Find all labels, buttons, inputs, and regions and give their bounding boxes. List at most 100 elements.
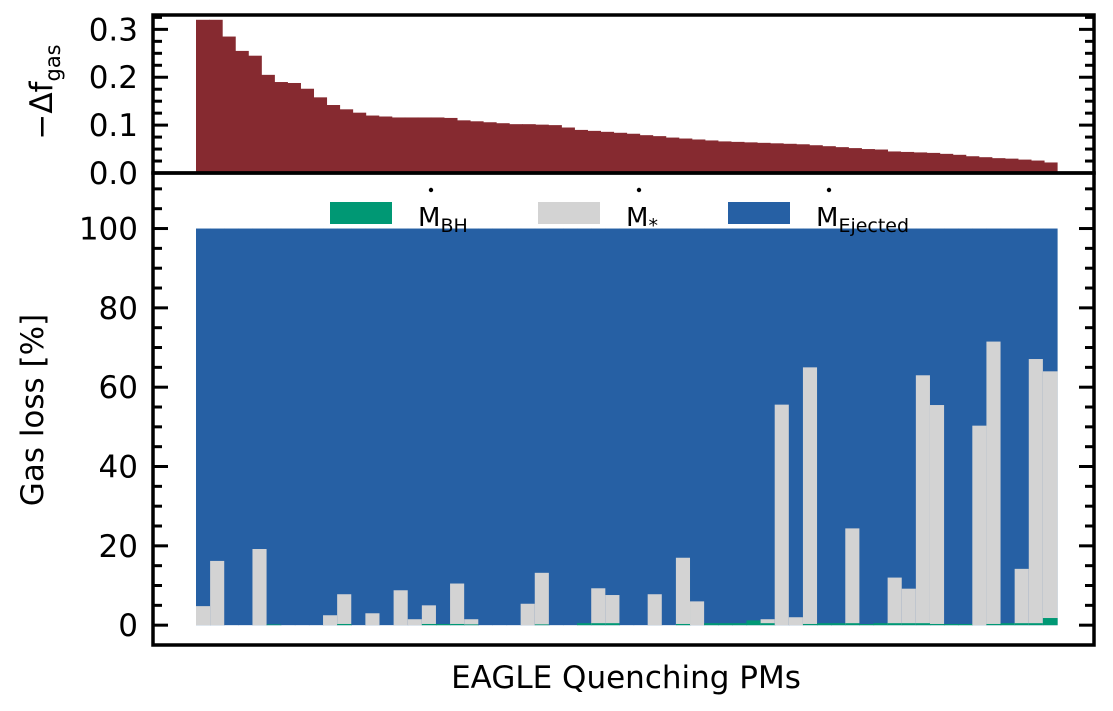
top-bar-39 [704, 140, 719, 173]
bar-stars-58 [1014, 568, 1030, 626]
bar-ejected-6 [280, 228, 296, 626]
bar-bh-28 [591, 623, 606, 626]
bar-bh-57 [1000, 623, 1016, 626]
bar-bh-54 [958, 623, 973, 626]
bar-bh-43 [802, 623, 818, 626]
bar-stars-19 [464, 619, 479, 626]
top-bar-22 [483, 122, 497, 173]
top-y-label-main: −Δf [24, 80, 60, 139]
bar-ejected-33 [661, 228, 677, 626]
legend-dot-1 [636, 187, 642, 193]
top-bar-36 [665, 137, 680, 173]
bar-stars-28 [591, 588, 606, 626]
top-bar-49 [835, 147, 849, 173]
bottom-y-tick-label: 60 [99, 370, 138, 406]
top-bar-35 [652, 136, 667, 173]
top-bar-2 [222, 36, 236, 173]
bar-ejected-23 [520, 228, 536, 626]
top-bar-4 [248, 55, 262, 173]
bar-ejected-50 [901, 228, 917, 626]
bar-stars-51 [915, 375, 931, 626]
bar-stars-35 [690, 601, 705, 626]
bar-stars-60 [1042, 371, 1058, 626]
bar-bh-51 [915, 623, 931, 626]
top-bar-26 [535, 124, 549, 173]
top-bar-37 [678, 138, 693, 173]
legend-dot-0 [428, 187, 434, 193]
bar-ejected-15 [407, 228, 423, 626]
bar-ejected-9 [323, 228, 338, 626]
bar-ejected-3 [238, 228, 254, 626]
bar-bh-47 [859, 623, 875, 626]
top-bar-54 [900, 151, 915, 173]
bottom-y-label: Gas loss [%] [15, 314, 51, 506]
top-bar-20 [456, 120, 471, 173]
legend-label-1: M* [626, 203, 658, 237]
bar-bh-5 [266, 624, 282, 626]
bar-stars-4 [252, 549, 268, 626]
top-bar-55 [913, 152, 928, 173]
top-bars [196, 19, 1058, 174]
bar-bh-36 [704, 623, 719, 626]
top-bar-23 [496, 123, 510, 173]
bar-ejected-1 [210, 228, 225, 626]
bottom-panel: 0 20 40 60 80 100 Gas loss [%] EAGLE Quenchin… [15, 171, 1096, 696]
top-bar-59 [965, 156, 980, 173]
bar-ejected-30 [619, 228, 635, 626]
top-bar-16 [404, 117, 419, 173]
top-bar-44 [770, 143, 784, 173]
top-bar-51 [861, 149, 875, 173]
bar-ejected-38 [732, 228, 748, 626]
bar-ejected-35 [690, 228, 705, 626]
top-y-tick-label: 0.3 [89, 12, 138, 48]
top-bar-57 [939, 153, 954, 173]
bar-ejected-25 [548, 228, 564, 626]
bar-ejected-14 [393, 228, 409, 626]
bar-bh-27 [577, 623, 592, 626]
top-y-tick-label: 0.2 [89, 60, 138, 96]
legend-label-2: MEjected [816, 203, 909, 237]
top-bar-15 [391, 117, 406, 173]
bottom-y-ticks: 0 20 40 60 80 100 [79, 187, 1094, 644]
top-bar-14 [378, 116, 393, 173]
bar-ejected-44 [817, 228, 832, 626]
bar-stars-41 [774, 404, 790, 626]
bar-ejected-24 [534, 228, 550, 626]
bar-bh-19 [464, 624, 479, 626]
top-bar-50 [848, 148, 862, 173]
top-bar-62 [1004, 158, 1019, 173]
bar-bh-16 [421, 623, 437, 626]
bar-stars-9 [323, 615, 338, 626]
bar-bh-29 [605, 623, 621, 626]
bar-stars-46 [845, 528, 860, 626]
bottom-y-tick-label: 0 [118, 608, 138, 644]
top-bar-42 [743, 142, 758, 173]
bar-ejected-21 [492, 228, 508, 626]
top-bar-5 [261, 74, 275, 173]
top-bar-40 [717, 141, 732, 173]
bar-stars-50 [901, 588, 917, 626]
top-bar-18 [430, 117, 445, 173]
top-bar-11 [339, 109, 354, 173]
top-bar-53 [887, 151, 902, 173]
bar-ejected-18 [450, 228, 465, 626]
bar-bh-48 [873, 623, 889, 626]
bar-stars-56 [986, 341, 1002, 626]
bar-ejected-37 [718, 228, 733, 626]
bar-ejected-13 [379, 228, 395, 626]
top-bar-43 [756, 142, 771, 173]
bottom-y-tick-label: 20 [99, 529, 138, 565]
bar-ejected-27 [577, 228, 592, 626]
bar-ejected-49 [887, 228, 903, 626]
top-y-label-sub: gas [41, 44, 65, 81]
bar-ejected-34 [675, 228, 691, 626]
bar-ejected-16 [421, 228, 437, 626]
bar-ejected-40 [760, 228, 776, 626]
bar-stars-10 [337, 594, 352, 626]
top-bar-47 [809, 145, 823, 173]
top-bar-29 [574, 129, 588, 173]
bottom-y-tick-label: 100 [79, 212, 138, 248]
bar-stars-23 [520, 603, 536, 626]
top-bar-3 [235, 50, 249, 174]
